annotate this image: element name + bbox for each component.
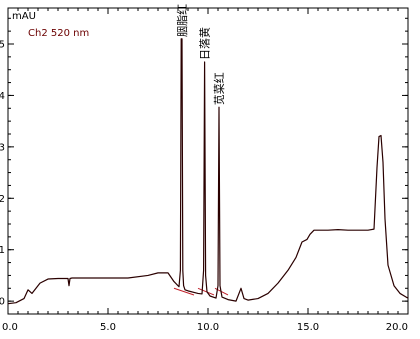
integration-baseline [173,287,195,296]
y-tick-label: 2 [0,194,5,205]
channel-label: Ch2 520 nm [28,28,89,39]
y-tick-label: 1 [0,245,5,256]
x-tick-label: 5.0 [100,322,116,333]
integration-baseline [197,287,215,296]
y-tick-label: 5 [0,40,5,51]
peak-label: 日落黄 [198,27,212,60]
y-axis-unit-label: mAU [12,11,36,22]
peak-label: 胭脂红 [175,4,189,37]
peak-label: 苋菜红 [213,72,226,105]
x-tick-label: 10.0 [197,322,219,333]
axes: 0.0 5.0 10.0 15.0 20.0 0 1 2 3 4 5 [0,8,409,333]
x-tick-label: 20.0 [386,322,408,333]
y-tick-label: 0 [0,297,5,308]
x-tick-label: 15.0 [297,322,319,333]
x-tick-label: 0.0 [2,322,18,333]
y-tick-label: 4 [0,91,5,102]
series-group [7,38,409,305]
chromatogram-trace [7,38,409,305]
y-tick-label: 3 [0,142,5,153]
